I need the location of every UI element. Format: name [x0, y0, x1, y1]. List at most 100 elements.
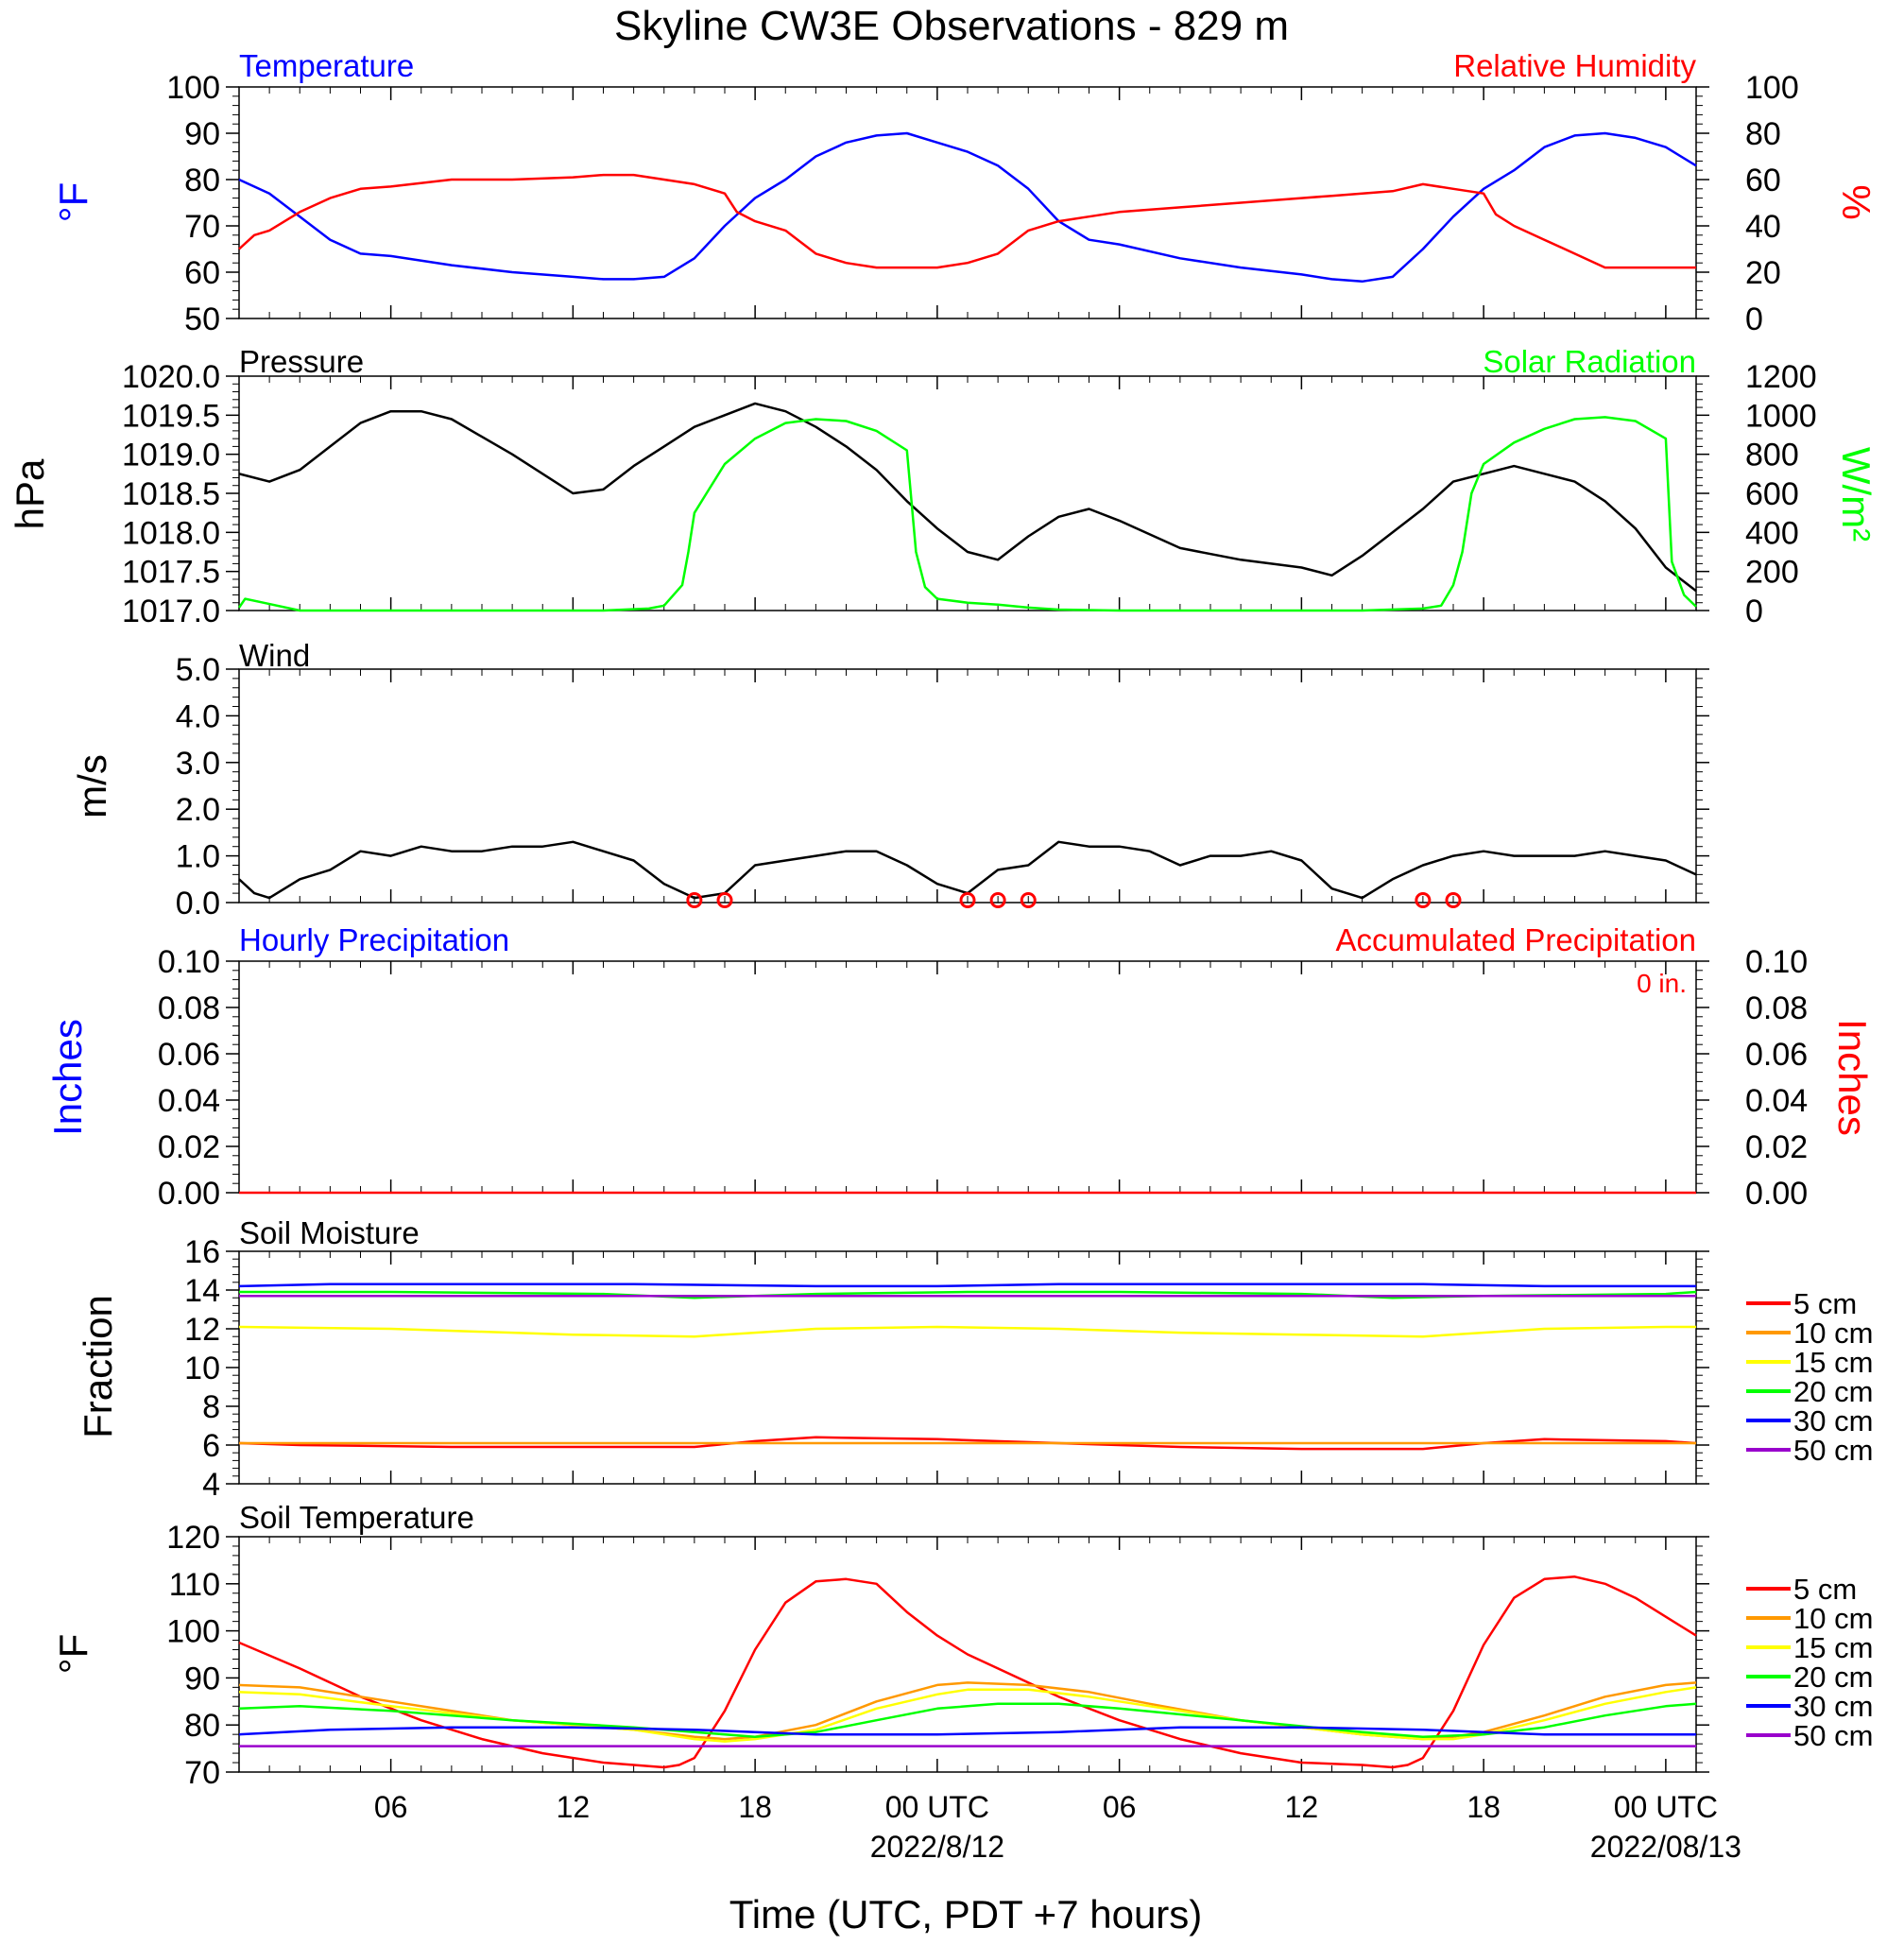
calm-wind-circle: [1415, 892, 1432, 909]
y-tick-label-right: 0.02: [1745, 1129, 1808, 1165]
plot-frame: [238, 960, 1697, 1194]
y-tick-label-left: 5.0: [176, 652, 220, 688]
y-tick-label-left: 90: [184, 1661, 220, 1696]
series-line-5-0: [238, 1575, 1697, 1769]
y-tick-label-right: 60: [1745, 163, 1781, 198]
y-tick-label-left: 14: [184, 1273, 220, 1309]
series-line-0-0: [238, 131, 1697, 284]
y-tick-label-right: 200: [1745, 555, 1799, 591]
panel-plot-2: 5.0 4.0 3.0 2.0 1.0 0.0: [176, 652, 1709, 921]
y-tick-label-right: 1000: [1745, 398, 1817, 434]
panel-title-temperature: Temperature: [239, 48, 414, 83]
y-tick-label-left: 0.08: [158, 990, 220, 1026]
x-tick-label: 06: [1103, 1790, 1137, 1824]
legend-label: 10 cm: [1793, 1317, 1873, 1350]
y-tick-label-left: 100: [166, 70, 220, 106]
series-line-0-1: [238, 173, 1696, 269]
y-tick-label-left: 16: [184, 1234, 220, 1270]
ylabel-accum-precip: Inches: [1830, 1019, 1875, 1136]
calm-wind-circle: [959, 892, 976, 909]
panel-title-humidity: Relative Humidity: [1453, 48, 1696, 83]
x-axis-title: Time (UTC, PDT +7 hours): [729, 1892, 1203, 1936]
y-tick-label-left: 110: [169, 1567, 220, 1603]
panel-pressure-solar: Pressure Solar Radiation hPa W/m²: [8, 344, 1878, 542]
legend-label: 5 cm: [1793, 1573, 1857, 1606]
chart-title: Skyline CW3E Observations - 829 m: [614, 3, 1289, 49]
plot-frame: [238, 86, 1697, 319]
legend-label: 20 cm: [1793, 1375, 1873, 1408]
plot-frame: [238, 668, 1697, 904]
legend-label: 50 cm: [1793, 1719, 1873, 1752]
series-line-4-0: [238, 1436, 1697, 1451]
calm-wind-circle: [686, 892, 703, 909]
y-tick-label-left: 1019.5: [122, 398, 220, 434]
y-tick-label-left: 0.00: [158, 1176, 220, 1212]
y-tick-label-left: 0.0: [176, 886, 220, 921]
dynamic-marks: 10090807060501008060402001020.01019.5101…: [122, 70, 1873, 1864]
y-tick-label-left: 4: [202, 1467, 220, 1503]
panel-title-soil-temperature: Soil Temperature: [239, 1500, 474, 1535]
y-tick-label-right: 0.06: [1745, 1037, 1808, 1073]
calm-wind-circle: [1445, 892, 1462, 909]
legend-label: 15 cm: [1793, 1631, 1873, 1664]
x-tick-label: 12: [1285, 1790, 1319, 1824]
y-tick-label-left: 0.06: [158, 1037, 220, 1073]
y-tick-label-right: 0.04: [1745, 1083, 1808, 1119]
series-line-1-0: [238, 402, 1697, 593]
ylabel-wind: m/s: [70, 754, 114, 818]
x-tick-label: 18: [1467, 1790, 1501, 1824]
panel-plot-0: 100 90 80 70 60 50 100 80 60 40 20 0: [166, 70, 1798, 337]
x-tick-label: 06: [374, 1790, 408, 1824]
panel-title-soil-moisture: Soil Moisture: [239, 1215, 420, 1250]
y-tick-label-right: 600: [1745, 476, 1799, 512]
panel-title-solar: Solar Radiation: [1483, 344, 1696, 379]
y-tick-label-right: 0.08: [1745, 990, 1808, 1026]
y-tick-label-left: 0.04: [158, 1083, 220, 1119]
legend-label: 30 cm: [1793, 1404, 1873, 1437]
panel-precipitation: Hourly Precipitation Accumulated Precipi…: [45, 922, 1875, 1136]
legend-label: 15 cm: [1793, 1346, 1873, 1379]
x-tick-label: 00 UTC: [885, 1790, 989, 1824]
ylabel-soil-temperature: °F: [51, 1634, 95, 1674]
y-tick-label-right: 100: [1745, 70, 1799, 106]
y-tick-label-left: 8: [202, 1389, 220, 1425]
series-line-2-0: [238, 840, 1697, 900]
x-tick-date-label: 2022/08/13: [1590, 1830, 1741, 1864]
y-tick-label-left: 80: [184, 163, 220, 198]
legend-label: 50 cm: [1793, 1434, 1873, 1467]
y-tick-label-left: 90: [184, 116, 220, 152]
y-tick-label-left: 1018.5: [122, 476, 220, 512]
y-tick-label-left: 10: [184, 1351, 220, 1386]
y-tick-label-left: 60: [184, 255, 220, 291]
calm-wind-circle: [716, 892, 733, 909]
y-tick-label-left: 1018.0: [122, 515, 220, 551]
y-tick-label-left: 4.0: [176, 698, 220, 734]
legend-label: 10 cm: [1793, 1602, 1873, 1635]
y-tick-label-left: 1017.5: [122, 555, 220, 591]
ylabel-solar: W/m²: [1834, 447, 1878, 542]
y-tick-label-left: 0.02: [158, 1129, 220, 1165]
y-tick-label-right: 80: [1745, 116, 1781, 152]
precip-total-label: 0 in.: [1637, 969, 1687, 998]
y-tick-label-right: 40: [1745, 209, 1781, 245]
legend-label: 5 cm: [1793, 1287, 1857, 1320]
y-tick-label-left: 6: [202, 1428, 220, 1464]
y-tick-label-left: 70: [184, 1755, 220, 1791]
panel-title-hourly-precip: Hourly Precipitation: [239, 922, 509, 957]
ylabel-hourly-precip: Inches: [45, 1019, 90, 1136]
ylabel-soil-moisture: Fraction: [76, 1295, 120, 1438]
ylabel-temperature: °F: [51, 182, 95, 222]
y-tick-label-right: 400: [1745, 515, 1799, 551]
y-tick-label-left: 1.0: [176, 839, 220, 875]
calm-wind-circle: [1020, 892, 1037, 909]
calm-wind-circle: [989, 892, 1006, 909]
x-tick-label: 00 UTC: [1614, 1790, 1718, 1824]
panel-title-accum-precip: Accumulated Precipitation: [1335, 922, 1696, 957]
panel-title-wind: Wind: [239, 638, 310, 673]
y-tick-label-left: 1019.0: [122, 438, 220, 473]
